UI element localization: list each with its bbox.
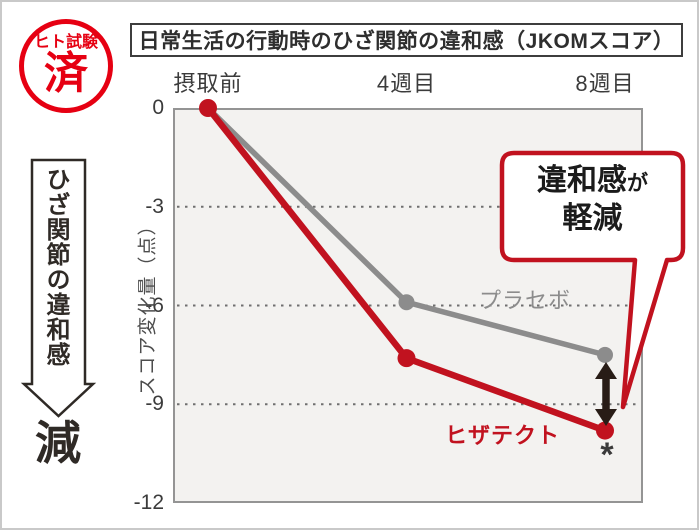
chart-title: 日常生活の行動時のひざ関節の違和感（JKOMスコア） (138, 30, 675, 53)
significance-asterisk: * (600, 436, 614, 474)
x-axis-label: 8週目 (575, 71, 635, 96)
chart-title-box: 日常生活の行動時のひざ関節の違和感（JKOMスコア） (130, 23, 683, 57)
human-trial-badge: ヒト試験 済 (19, 19, 113, 113)
badge-top-text: ヒト試験 (33, 33, 98, 51)
placebo-label: プラセボ (479, 288, 572, 313)
y-axis-title: スコア変化量（点） (137, 215, 159, 396)
callout-text: 違和感が 軽減 (502, 162, 683, 238)
data-point (597, 346, 613, 363)
y-tick-label: 0 (152, 96, 164, 119)
x-axis-label: 摂取前 (173, 71, 243, 96)
y-tick-label: -6 (145, 293, 164, 317)
data-point (199, 99, 217, 117)
data-point (596, 421, 614, 440)
product-label: ヒザテクト (445, 423, 561, 448)
decrease-label: 減 (35, 417, 81, 469)
x-axis-label: 4週目 (376, 71, 437, 96)
y-tick-label: -9 (145, 392, 164, 416)
callout-bubble (499, 150, 686, 410)
down-arrow-icon (20, 158, 97, 418)
badge-main-text: 済 (44, 48, 88, 98)
data-point (398, 294, 415, 311)
y-tick-label: -12 (133, 491, 164, 514)
y-tick-label: -3 (145, 194, 164, 218)
callout-line2: 軽減 (562, 202, 623, 236)
data-point (397, 349, 416, 368)
difference-double-arrow-icon (595, 362, 617, 426)
callout-line1: 違和感が (537, 164, 648, 197)
knee-discomfort-banner-text: ひざ関節の違和感 (42, 167, 69, 367)
